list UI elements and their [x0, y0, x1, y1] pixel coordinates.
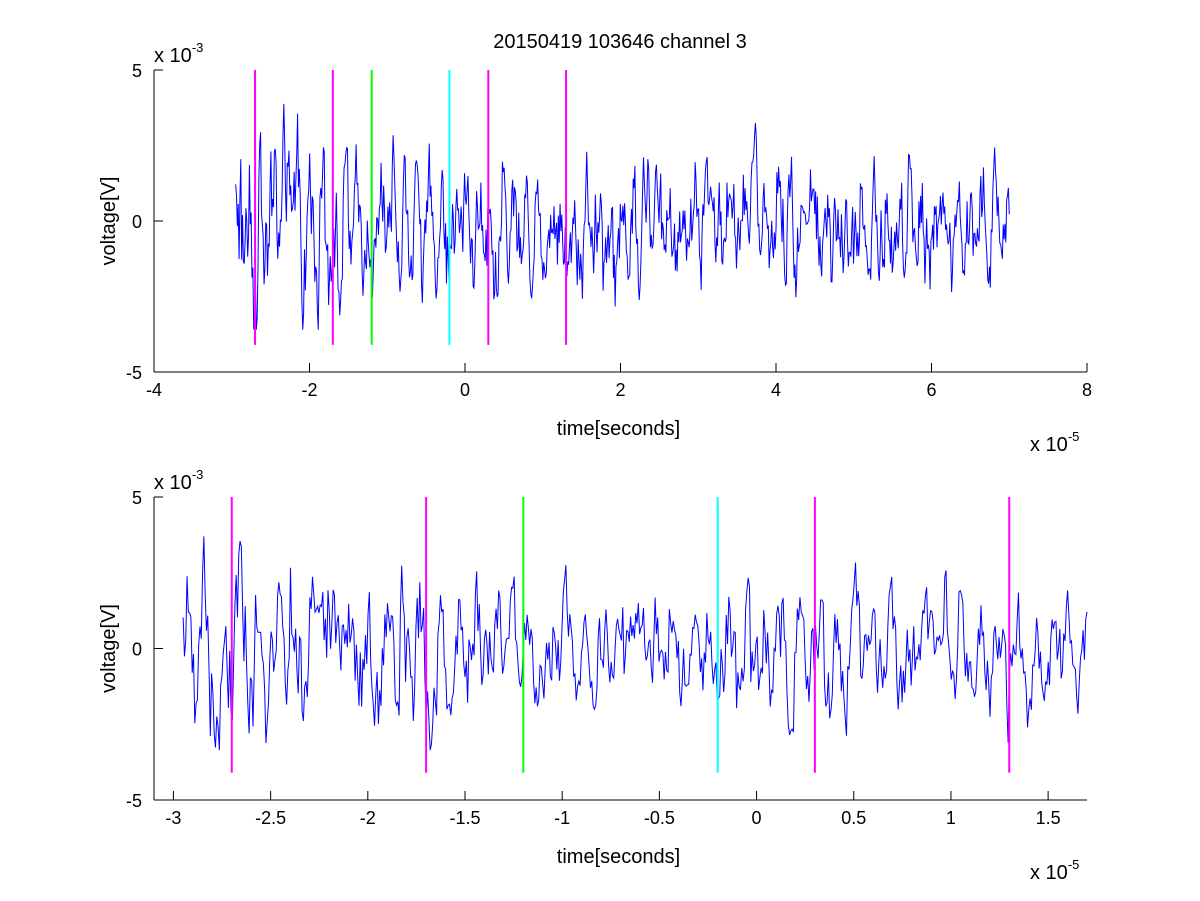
x-tick-label: -2.5	[255, 808, 286, 828]
x-axis-label: time[seconds]	[557, 418, 680, 440]
x-tick-label: 1	[946, 808, 956, 828]
x-tick-label: 0	[460, 380, 470, 400]
x-axis-label: time[seconds]	[557, 846, 680, 868]
x-tick-label: 6	[926, 380, 936, 400]
y-exponent-power: -3	[192, 467, 204, 482]
y-tick-label: 0	[132, 212, 142, 232]
y-axis-label: voltage[V]	[98, 604, 120, 693]
x-exponent-power: -5	[1068, 429, 1080, 444]
x-tick-label: 4	[771, 380, 781, 400]
x-tick-label: 2	[615, 380, 625, 400]
y-tick-label: -5	[126, 791, 142, 811]
x-exponent-power: -5	[1068, 857, 1080, 872]
y-tick-label: 5	[132, 488, 142, 508]
x-tick-label: -1.5	[449, 808, 480, 828]
x-tick-label: -1	[554, 808, 570, 828]
y-tick-label: -5	[126, 363, 142, 383]
signal-line	[235, 103, 1010, 332]
y-axis-label: voltage[V]	[98, 177, 120, 266]
y-exponent-power: -3	[192, 40, 204, 55]
y-tick-label: 5	[132, 61, 142, 81]
x-tick-label: -0.5	[644, 808, 675, 828]
x-tick-label: -2	[360, 808, 376, 828]
x-tick-label: -2	[301, 380, 317, 400]
x-tick-label: -3	[165, 808, 181, 828]
x-tick-label: 0.5	[841, 808, 866, 828]
signal-line	[182, 536, 1088, 751]
x-tick-label: 1.5	[1036, 808, 1061, 828]
y-tick-label: 0	[132, 640, 142, 660]
figure-title: 20150419 103646 channel 3	[493, 31, 747, 53]
x-tick-label: -4	[146, 380, 162, 400]
bottom-axes: -3 -2.5 -2 -1.5 -1 -0.5 0 0.5 1 1.5 -5 0 5 time[secon…	[98, 467, 1088, 884]
x-tick-label: 8	[1082, 380, 1092, 400]
x-tick-label: 0	[752, 808, 762, 828]
